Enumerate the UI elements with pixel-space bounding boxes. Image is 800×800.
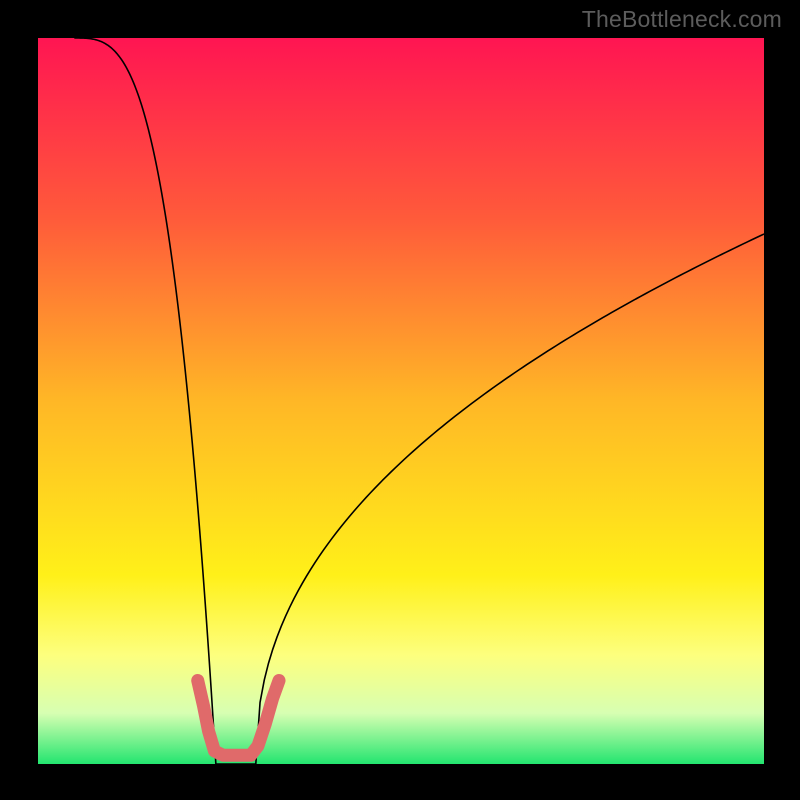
chart-highlight-segment [198, 681, 279, 756]
chart-plot-area [38, 38, 764, 764]
chart-svg-layer [38, 38, 764, 764]
chart-curve [74, 38, 764, 764]
watermark-text: TheBottleneck.com [582, 6, 782, 33]
